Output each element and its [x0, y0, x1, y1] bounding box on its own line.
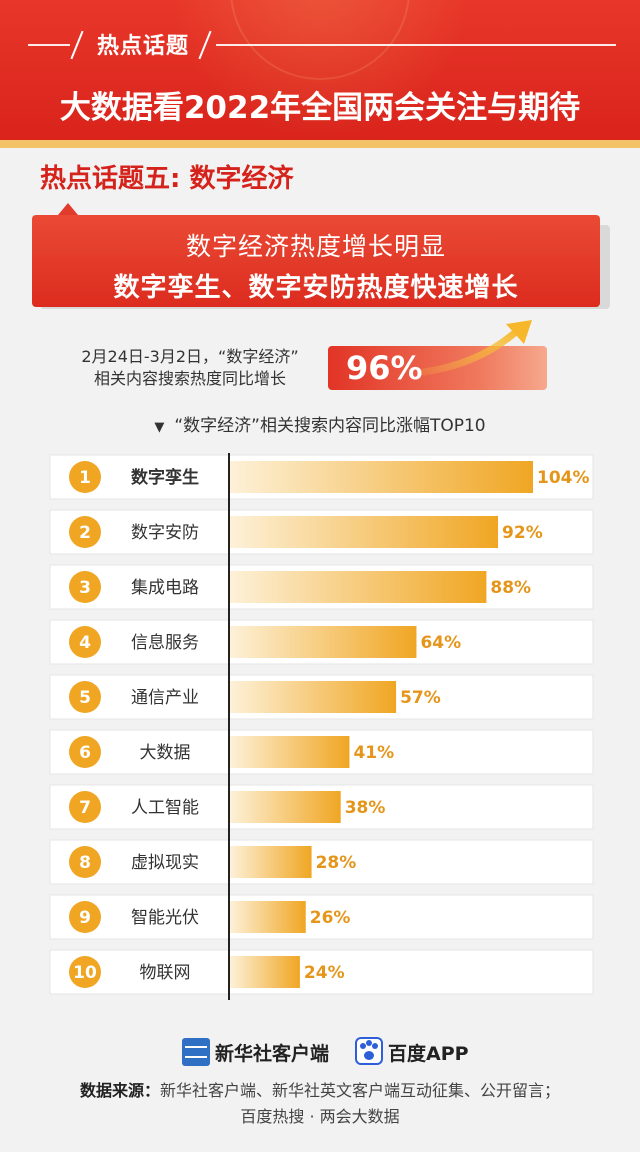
category-label: 虚拟现实 [131, 853, 199, 873]
xinhua-logo-text: 新华社客户端 [215, 1043, 330, 1065]
growth-description: 2月24日-3月2日，“数字经济” 相关内容搜索热度同比增长 [50, 346, 330, 390]
rank-number: 2 [79, 523, 91, 543]
chart-row-background [49, 839, 594, 885]
chart-caption: ▼ “数字经济”相关搜索内容同比涨幅TOP10 [0, 411, 640, 436]
headline-callout: 数字经济热度增长明显 数字孪生、数字安防热度快速增长 [32, 215, 600, 307]
main-title: 大数据看2022年全国两会关注与期待 [59, 90, 581, 126]
bar [230, 791, 341, 823]
rank-badge [69, 681, 101, 713]
bar [230, 461, 533, 493]
value-label: 88% [490, 578, 531, 598]
rank-number: 10 [73, 963, 97, 983]
category-label: 数字安防 [131, 523, 199, 543]
baidu-logo-text: 百度APP [388, 1043, 469, 1065]
bar [230, 736, 350, 768]
rank-badge [69, 461, 101, 493]
value-label: 24% [304, 963, 345, 983]
chart-caption-text: “数字经济”相关搜索内容同比涨幅TOP10 [174, 416, 486, 436]
trend-arrow-icon [420, 320, 532, 376]
bar [230, 846, 312, 878]
topic-slash-left [70, 30, 84, 60]
rank-number: 3 [79, 578, 91, 598]
header-banner: 热点话题 大数据看2022年全国两会关注与期待 [0, 0, 640, 140]
topic-label: 热点话题 [96, 34, 189, 59]
category-label: 通信产业 [131, 688, 199, 708]
value-label: 92% [502, 523, 543, 543]
bar [230, 516, 499, 548]
topic-row: 热点话题 [0, 22, 640, 62]
category-label: 数字孪生 [131, 467, 199, 488]
value-label: 38% [345, 798, 386, 818]
rank-number: 7 [79, 798, 91, 818]
value-label: 104% [537, 468, 590, 488]
rank-badge [69, 791, 101, 823]
bar [230, 901, 306, 933]
topic-line-right [216, 44, 616, 46]
rank-badge [69, 736, 101, 768]
baidu-paw-icon [355, 1037, 383, 1065]
category-label: 大数据 [140, 743, 191, 763]
rank-badge [69, 626, 101, 658]
value-label: 41% [353, 743, 394, 763]
growth-description-line-1: 2月24日-3月2日，“数字经济” [81, 347, 299, 366]
value-label: 57% [400, 688, 441, 708]
rank-number: 1 [79, 468, 91, 488]
rank-badge [69, 901, 101, 933]
bar [230, 956, 300, 988]
value-label: 64% [420, 633, 461, 653]
rank-number: 5 [79, 688, 91, 708]
rank-badge [69, 516, 101, 548]
gold-divider [0, 140, 640, 148]
rank-number: 6 [79, 743, 91, 763]
rank-number: 4 [79, 633, 91, 653]
data-source-text-1: 新华社客户端、新华社英文客户端互动征集、公开留言； [160, 1081, 561, 1100]
growth-value: 96% [346, 349, 423, 387]
bar [230, 571, 487, 603]
category-label: 人工智能 [131, 798, 199, 818]
data-source-label: 数据来源： [79, 1081, 160, 1100]
chart-row-background [49, 949, 594, 995]
bar [230, 681, 397, 713]
chart-row-background [49, 894, 594, 940]
rank-badge [69, 956, 101, 988]
topic-line-left [28, 44, 70, 46]
category-label: 智能光伏 [131, 908, 199, 928]
data-source-line-2: 百度热搜 · 两会大数据 [240, 1107, 400, 1126]
category-label: 物联网 [140, 963, 191, 983]
rank-badge [69, 846, 101, 878]
data-source-line-1: 数据来源：新华社客户端、新华社英文客户端互动征集、公开留言； [0, 1078, 640, 1104]
triangle-down-icon: ▼ [154, 420, 165, 435]
value-label: 28% [316, 853, 357, 873]
callout-line-2: 数字孪生、数字安防热度快速增长 [113, 273, 519, 303]
section-title: 热点话题五: 数字经济 [40, 164, 294, 194]
rank-number: 8 [79, 853, 91, 873]
rank-badge [69, 571, 101, 603]
category-label: 集成电路 [131, 578, 199, 598]
value-label: 26% [310, 908, 351, 928]
growth-description-line-2: 相关内容搜索热度同比增长 [93, 369, 286, 388]
data-source: 数据来源：新华社客户端、新华社英文客户端互动征集、公开留言； 百度热搜 · 两会… [0, 1078, 640, 1130]
xinhua-logo-icon [182, 1038, 210, 1066]
callout-line-1: 数字经济热度增长明显 [185, 232, 446, 261]
partner-logos: 新华社客户端 百度APP [0, 1035, 640, 1069]
bar [230, 626, 417, 658]
rank-number: 9 [79, 908, 91, 928]
category-label: 信息服务 [131, 633, 199, 653]
callout-pointer [58, 203, 78, 215]
top10-bar-chart: 1 数字孪生 104% 2 数字安防 92% 3 集成电路 88% 4 信息服务 64% 5 通信产业 57… [49, 453, 594, 1000]
